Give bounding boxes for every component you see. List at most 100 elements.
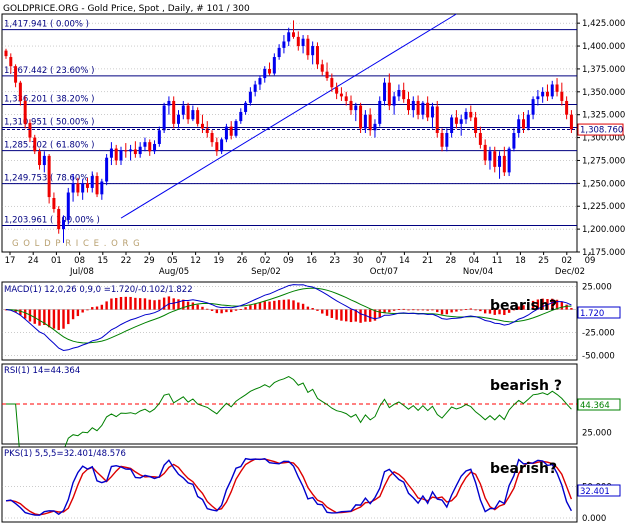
candle-body bbox=[397, 89, 401, 97]
candle-body bbox=[555, 84, 559, 92]
candle bbox=[143, 137, 147, 152]
macd-histogram-bar bbox=[71, 309, 75, 320]
candle-body bbox=[411, 100, 415, 111]
candle bbox=[469, 105, 473, 122]
candle-body bbox=[435, 106, 439, 133]
candle bbox=[498, 151, 502, 179]
macd-histogram-bar bbox=[105, 301, 108, 310]
candle-body bbox=[565, 100, 569, 115]
price-y-tick-label: 1,200.000 bbox=[582, 225, 625, 235]
macd-histogram-bar bbox=[62, 309, 65, 329]
x-tick-label: 17 bbox=[5, 256, 16, 266]
candle-body bbox=[359, 105, 363, 129]
candle bbox=[277, 44, 281, 60]
candle-body bbox=[205, 128, 209, 133]
price-y-tick-label: 1,400.000 bbox=[582, 42, 625, 52]
macd-histogram-bar bbox=[172, 298, 175, 310]
x-tick-label: 07 bbox=[376, 256, 387, 266]
candle-body bbox=[28, 122, 32, 138]
macd-panel: MACD(1) 12,0,26 0,9,0 =1.720/-0.102/1.82… bbox=[1, 281, 621, 361]
candle-body bbox=[392, 96, 396, 106]
candle bbox=[545, 84, 549, 101]
macd-histogram-bar bbox=[282, 299, 286, 310]
macd-histogram-bar bbox=[23, 309, 27, 319]
candle bbox=[426, 96, 430, 122]
candle-body bbox=[239, 111, 243, 122]
macd-histogram-bar bbox=[67, 309, 70, 325]
candle bbox=[383, 78, 387, 106]
macd-histogram-bar bbox=[196, 304, 199, 310]
candle-body bbox=[550, 84, 554, 97]
candle bbox=[315, 42, 319, 69]
macd-histogram-bar bbox=[182, 299, 185, 310]
price-y-tick-label: 1,275.000 bbox=[582, 156, 625, 166]
price-panel: 1,417.941 ( 0.00% ) 1,367.442 ( 23.60% ) 1… bbox=[1, 13, 625, 277]
candle-body bbox=[133, 149, 137, 155]
candle bbox=[330, 73, 334, 92]
x-tick-label: 09 bbox=[283, 256, 294, 266]
candle bbox=[148, 139, 152, 156]
candle-body bbox=[459, 119, 463, 124]
macd-histogram-bar bbox=[460, 309, 463, 311]
candle bbox=[42, 151, 46, 173]
stochastic-panel: PKS(1) 5,5,5=32.401/48.576 bearish? 50.0… bbox=[1, 446, 621, 524]
candle bbox=[28, 119, 32, 143]
candle bbox=[47, 154, 51, 204]
macd-histogram-bar bbox=[469, 308, 472, 310]
candle-body bbox=[263, 68, 267, 79]
candle-body bbox=[430, 106, 434, 118]
macd-histogram-bar bbox=[498, 309, 501, 315]
x-month-label: Aug/05 bbox=[159, 267, 189, 277]
macd-histogram-bar bbox=[301, 303, 305, 310]
candle bbox=[57, 206, 61, 234]
trend-line bbox=[120, 13, 457, 219]
candle bbox=[263, 66, 267, 83]
macd-histogram-bar bbox=[220, 309, 223, 314]
candle bbox=[167, 96, 171, 115]
macd-y-tick-label: 25.000 bbox=[582, 283, 612, 293]
macd-histogram-bar bbox=[134, 297, 137, 310]
rsi-title: RSI(1) 14=44.364 bbox=[4, 366, 80, 376]
macd-histogram-bar bbox=[565, 304, 568, 310]
candle bbox=[531, 96, 535, 120]
macd-histogram-bar bbox=[52, 309, 56, 329]
candle-body bbox=[445, 133, 449, 147]
candle-body bbox=[569, 114, 573, 130]
candle-body bbox=[119, 150, 123, 161]
candle-body bbox=[124, 150, 128, 152]
price-y-tick-label: 1,175.000 bbox=[582, 248, 625, 258]
candle bbox=[344, 91, 348, 106]
candle-body bbox=[215, 142, 219, 152]
candle bbox=[411, 96, 415, 118]
x-tick-label: 18 bbox=[515, 256, 526, 266]
macd-histogram-bar bbox=[349, 309, 353, 323]
fib-level-label: 1,285.702 ( 61.80% ) bbox=[4, 141, 94, 151]
candle bbox=[421, 100, 425, 120]
candle bbox=[268, 62, 272, 76]
candle bbox=[478, 126, 482, 149]
macd-histogram-bar bbox=[431, 309, 434, 311]
candle-body bbox=[526, 114, 530, 129]
macd-histogram-bar bbox=[201, 306, 204, 310]
candle bbox=[253, 80, 257, 97]
candle-body bbox=[282, 41, 286, 48]
candle bbox=[296, 31, 300, 51]
macd-histogram-bar bbox=[316, 309, 319, 311]
candle bbox=[162, 102, 166, 133]
candle-body bbox=[234, 121, 238, 136]
candle bbox=[416, 95, 420, 120]
macd-histogram-bar bbox=[38, 309, 41, 326]
candle bbox=[9, 53, 13, 74]
candle-body bbox=[66, 192, 70, 220]
macd-histogram-bar bbox=[503, 309, 506, 315]
macd-histogram-bar bbox=[483, 309, 487, 314]
macd-histogram-bar bbox=[47, 309, 51, 328]
candle bbox=[215, 137, 219, 156]
candle bbox=[517, 114, 521, 138]
macd-histogram-bar bbox=[368, 309, 372, 322]
candle-body bbox=[4, 50, 8, 57]
candle-body bbox=[502, 155, 506, 173]
price-y-tick-label: 1,375.000 bbox=[582, 65, 625, 75]
candle bbox=[248, 87, 252, 106]
candle bbox=[430, 102, 434, 129]
